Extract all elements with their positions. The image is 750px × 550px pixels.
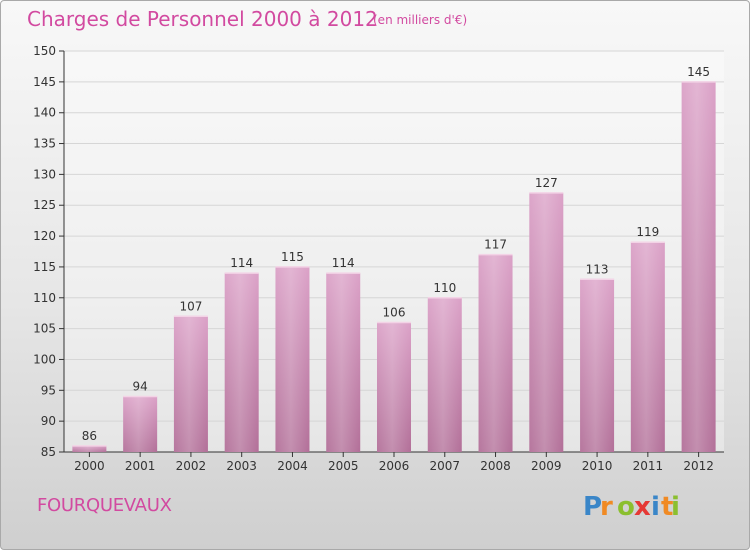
y-tick-label: 125 [33, 198, 56, 212]
bar-value-label: 145 [687, 65, 710, 79]
bar-highlight [326, 273, 361, 452]
bar-value-label: 86 [82, 429, 97, 443]
x-tick-label: 2001 [125, 459, 156, 473]
logo-letter: t [661, 492, 673, 522]
y-tick-label: 115 [33, 260, 56, 274]
y-tick-label: 90 [41, 414, 56, 428]
x-tick-label: 2007 [429, 459, 460, 473]
logo-letter: r [600, 492, 613, 522]
bar-highlight [123, 396, 158, 452]
bar-highlight [72, 445, 107, 452]
bar-value-label: 106 [383, 305, 406, 319]
y-tick-label: 105 [33, 322, 56, 336]
logo-letter: i [671, 492, 680, 522]
bar-highlight [478, 254, 513, 452]
logo-letter: i [651, 492, 660, 522]
proxiti-logo: Pr o x i ti [583, 492, 680, 522]
logo-letter: P [583, 492, 602, 522]
x-tick-label: 2000 [74, 459, 105, 473]
y-tick-label: 85 [41, 445, 56, 459]
bar-value-label: 94 [133, 379, 148, 393]
x-tick-label: 2002 [176, 459, 207, 473]
bar-value-label: 113 [586, 262, 609, 276]
y-tick-label: 140 [33, 106, 56, 120]
logo-letter: x [634, 492, 651, 522]
y-tick-label: 120 [33, 229, 56, 243]
y-tick-label: 100 [33, 352, 56, 366]
bar-value-label: 127 [535, 176, 558, 190]
bar-value-label: 107 [179, 299, 202, 313]
bar-value-label: 114 [230, 256, 253, 270]
logo-letter: o [617, 492, 635, 522]
y-tick-label: 95 [41, 383, 56, 397]
x-tick-label: 2003 [226, 459, 257, 473]
x-tick-label: 2009 [531, 459, 562, 473]
bar-value-label: 119 [636, 225, 659, 239]
bar-value-label: 115 [281, 250, 304, 264]
x-tick-label: 2012 [683, 459, 714, 473]
x-tick-label: 2006 [379, 459, 410, 473]
location-name: FOURQUEVAUX [37, 495, 172, 516]
x-tick-label: 2010 [582, 459, 613, 473]
bar-highlight [275, 266, 310, 452]
bar-value-label: 114 [332, 256, 355, 270]
bar-highlight [630, 242, 665, 452]
chart-title: Charges de Personnel 2000 à 2012 [27, 7, 378, 31]
y-tick-label: 135 [33, 137, 56, 151]
y-tick-label: 145 [33, 75, 56, 89]
x-tick-label: 2005 [328, 459, 359, 473]
bar-highlight [224, 273, 259, 452]
y-tick-label: 130 [33, 167, 56, 181]
y-tick-label: 110 [33, 291, 56, 305]
bar-highlight [377, 322, 411, 452]
bar-highlight [529, 192, 564, 452]
bar-value-label: 117 [484, 238, 507, 252]
bar-highlight [580, 279, 615, 452]
x-tick-label: 2004 [277, 459, 308, 473]
chart-subtitle: (en milliers d'€) [373, 13, 468, 27]
x-tick-label: 2011 [633, 459, 664, 473]
bar-highlight [173, 316, 208, 452]
bar-highlight [427, 297, 462, 452]
bar-value-label: 110 [433, 281, 456, 295]
bar-highlight [681, 81, 716, 452]
x-tick-label: 2008 [480, 459, 511, 473]
y-tick-label: 150 [33, 44, 56, 58]
bar-chart: 85 90 95 100 105 110 115 120 125 130 135 140 145 150 8… [33, 44, 724, 473]
